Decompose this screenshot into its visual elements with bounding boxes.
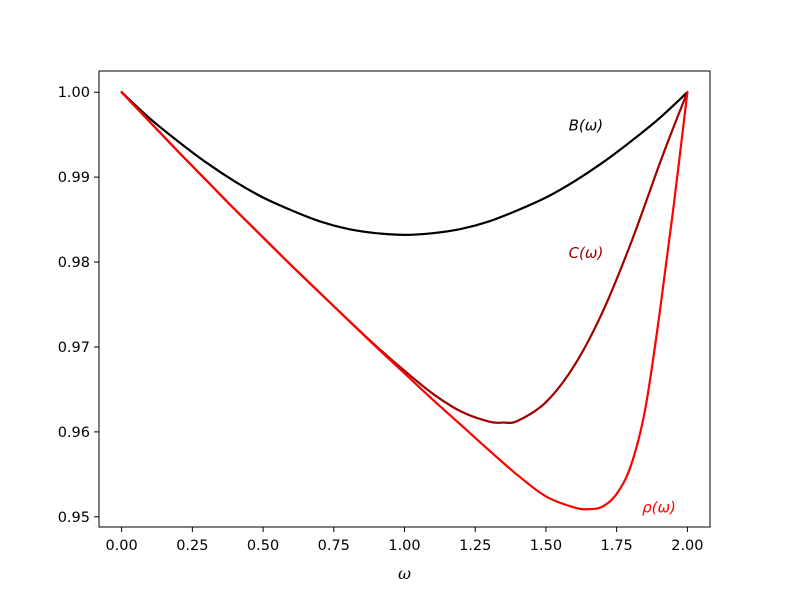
y-tick-label: 0.97 [58,340,90,356]
x-tick-label: 1.00 [388,538,420,554]
x-tick-label: 0.00 [105,538,137,554]
y-axis: 0.95 0.96 0.97 0.98 0.99 1.00 [58,85,99,526]
x-axis-label: ω [398,564,411,583]
x-axis: 0.00 0.25 0.50 0.75 1.00 1.25 1.50 1.75 2.00 [105,527,704,554]
y-tick-label: 0.95 [58,510,90,526]
plot-area [98,70,711,528]
x-tick-label: 0.25 [176,538,208,554]
y-tick-label: 0.99 [58,170,90,186]
x-tick-label: 1.25 [459,538,491,554]
series-group [120,91,689,511]
series-label-2: C(ω) [569,244,604,262]
series-line-1 [120,91,689,236]
series-label-1: B(ω) [569,116,604,134]
y-tick-label: 0.96 [58,425,90,441]
series-label-3: ρ(ω) [642,499,676,517]
series-line-3 [120,91,689,511]
x-tick-label: 0.50 [247,538,279,554]
x-tick-label: 1.50 [530,538,562,554]
y-tick-label: 0.98 [58,255,90,271]
y-tick-label: 1.00 [58,85,90,101]
x-tick-label: 0.75 [318,538,350,554]
x-tick-label: 2.00 [671,538,703,554]
x-tick-label: 1.75 [601,538,633,554]
series-labels: B(ω) C(ω) ρ(ω) [569,116,676,516]
